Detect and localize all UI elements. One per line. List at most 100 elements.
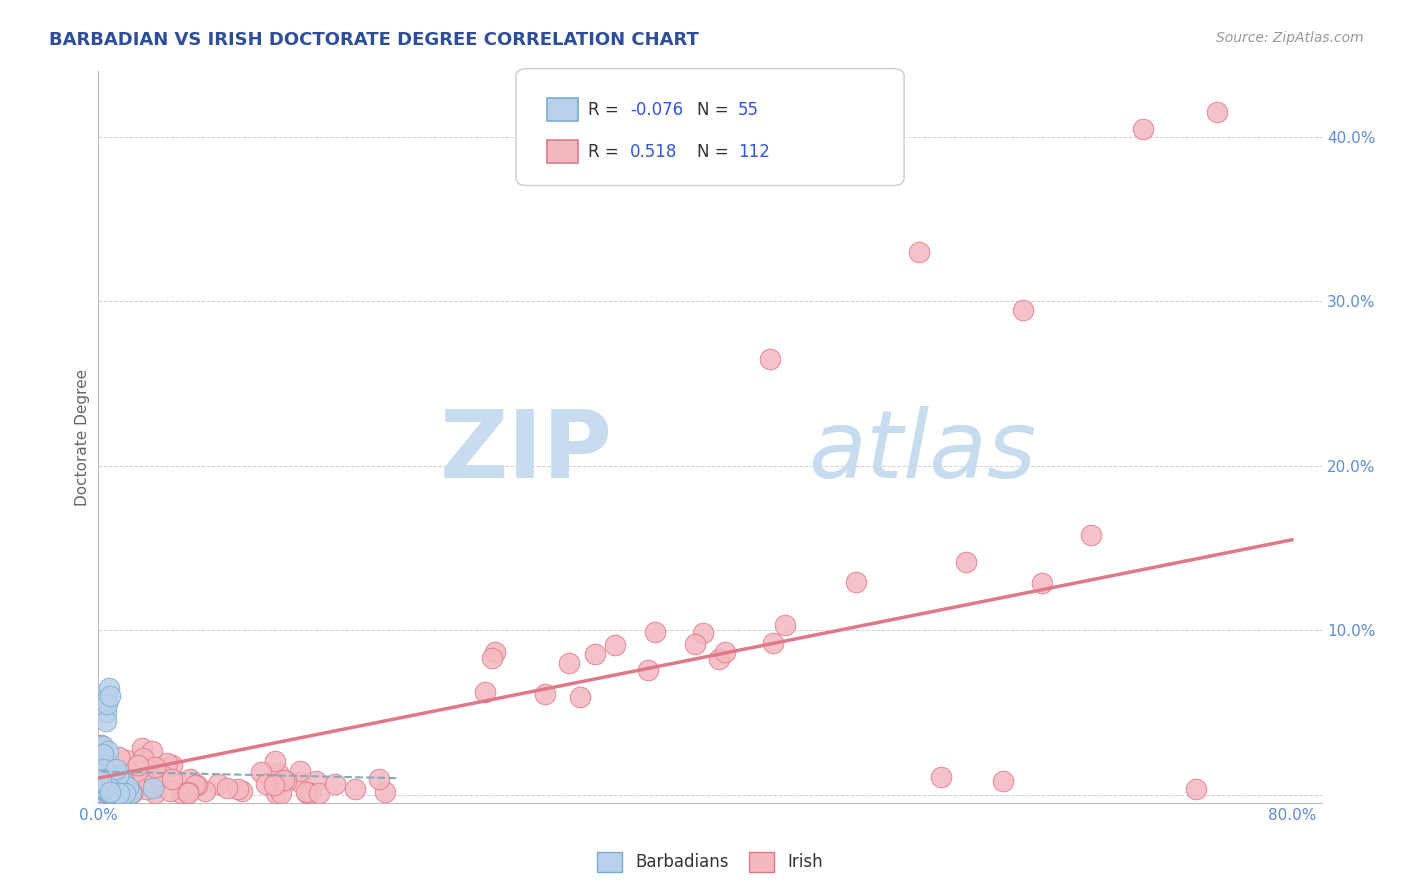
Point xyxy=(100,781,122,796)
Point xyxy=(534,687,557,701)
Point xyxy=(156,756,179,771)
Point xyxy=(908,245,931,260)
Point xyxy=(103,783,125,797)
Point xyxy=(96,785,118,799)
Point xyxy=(89,774,111,789)
Point xyxy=(101,786,124,800)
Point xyxy=(98,780,121,795)
Point xyxy=(1012,302,1035,317)
Point xyxy=(254,777,277,791)
Point xyxy=(97,681,120,695)
Point xyxy=(98,785,121,799)
Point xyxy=(288,775,311,789)
Point xyxy=(94,714,117,728)
Point xyxy=(105,772,128,787)
Point xyxy=(143,776,166,790)
Point xyxy=(111,772,134,787)
Point xyxy=(762,636,785,650)
Point xyxy=(775,618,797,632)
Point xyxy=(94,779,117,793)
Point xyxy=(112,784,135,798)
Point xyxy=(1132,121,1154,136)
Point xyxy=(96,781,118,796)
Point xyxy=(89,774,111,789)
Point xyxy=(263,778,285,792)
Point xyxy=(93,772,115,786)
Text: R =: R = xyxy=(588,101,624,119)
Point xyxy=(101,786,124,800)
Point xyxy=(276,774,298,789)
Point xyxy=(270,786,292,800)
Text: R =: R = xyxy=(588,143,624,161)
Point xyxy=(122,784,145,798)
Point xyxy=(583,647,606,661)
Point xyxy=(179,772,201,786)
Point xyxy=(325,777,347,791)
Point xyxy=(96,782,118,797)
Point xyxy=(955,555,977,569)
Point xyxy=(845,575,868,590)
Point xyxy=(97,744,120,758)
Point xyxy=(110,784,132,798)
Point xyxy=(91,780,114,794)
Point xyxy=(103,777,125,791)
Point xyxy=(713,645,735,659)
Point xyxy=(101,771,124,785)
Text: BARBADIAN VS IRISH DOCTORATE DEGREE CORRELATION CHART: BARBADIAN VS IRISH DOCTORATE DEGREE CORR… xyxy=(49,31,699,49)
Point xyxy=(267,765,290,780)
Point xyxy=(142,780,165,795)
Point xyxy=(131,771,153,785)
Point xyxy=(98,689,121,703)
Point xyxy=(89,779,111,793)
Point xyxy=(605,638,627,652)
Point xyxy=(105,786,128,800)
Point xyxy=(107,777,129,791)
Point xyxy=(93,783,115,797)
Point xyxy=(683,637,706,651)
Point xyxy=(1031,576,1053,591)
Point xyxy=(993,773,1015,788)
Point xyxy=(152,769,174,783)
Point xyxy=(108,784,131,798)
Point xyxy=(170,786,193,800)
Point xyxy=(297,786,319,800)
Point xyxy=(121,780,143,795)
Text: Source: ZipAtlas.com: Source: ZipAtlas.com xyxy=(1216,31,1364,45)
Point xyxy=(89,775,111,789)
Point xyxy=(115,753,138,767)
Text: 0.518: 0.518 xyxy=(630,143,678,161)
Point xyxy=(273,773,295,788)
Point xyxy=(89,785,111,799)
Point xyxy=(142,761,165,775)
Point xyxy=(569,690,592,705)
Text: -0.076: -0.076 xyxy=(630,101,683,119)
Point xyxy=(305,774,328,789)
Point xyxy=(97,780,120,794)
Legend: Barbadians, Irish: Barbadians, Irish xyxy=(591,845,830,879)
Point xyxy=(207,777,229,791)
Point xyxy=(143,779,166,793)
Point xyxy=(101,773,124,788)
Point xyxy=(194,784,217,798)
Point xyxy=(160,772,183,786)
Point xyxy=(97,786,120,800)
Point xyxy=(96,692,118,706)
Point xyxy=(96,785,118,799)
Point xyxy=(94,706,117,720)
Point xyxy=(160,757,183,772)
Point xyxy=(117,780,139,795)
Point xyxy=(91,783,114,797)
Point xyxy=(96,697,118,711)
Point xyxy=(264,777,287,791)
Point xyxy=(114,782,136,797)
Point xyxy=(90,782,112,797)
Point xyxy=(215,781,238,796)
Point xyxy=(90,739,112,753)
Point xyxy=(295,785,318,799)
Point xyxy=(758,351,780,366)
Point xyxy=(91,758,114,772)
Point xyxy=(96,784,118,798)
Y-axis label: Doctorate Degree: Doctorate Degree xyxy=(75,368,90,506)
Point xyxy=(128,779,150,793)
Point xyxy=(1206,105,1229,120)
